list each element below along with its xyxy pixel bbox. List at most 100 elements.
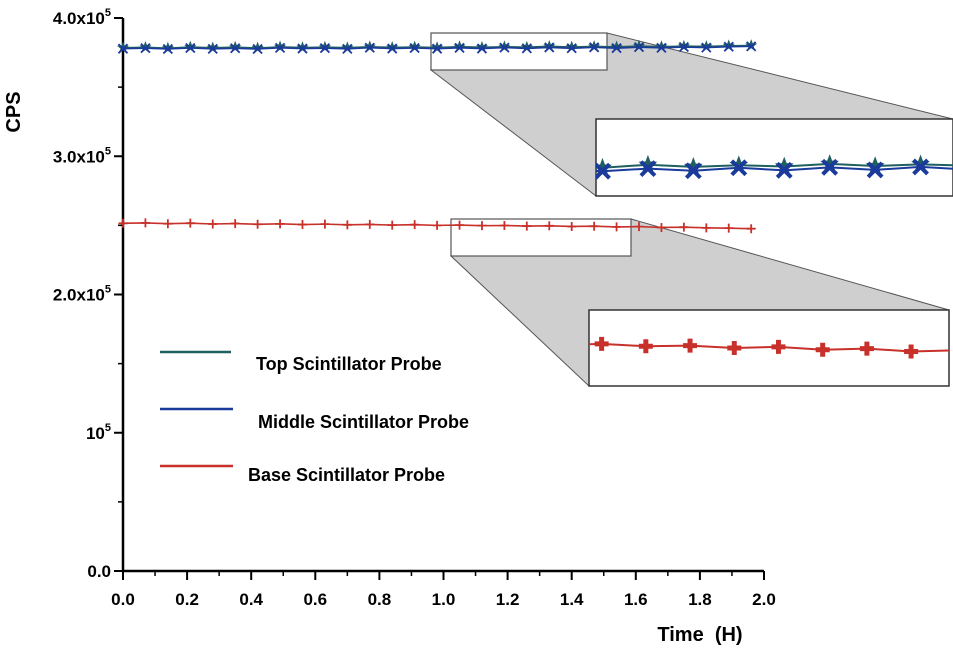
zoom-inset-box (595, 118, 953, 197)
data-point-star (677, 39, 690, 52)
data-point-x (596, 162, 611, 180)
data-point-x (521, 43, 532, 54)
data-point-plus (612, 222, 622, 232)
data-point-star (184, 40, 197, 53)
data-point-x (364, 42, 375, 53)
data-point-star (363, 40, 376, 52)
legend-label: Middle Scintillator Probe (258, 412, 469, 432)
data-point-plus (208, 219, 218, 229)
x-tick-label: 0.0 (111, 590, 135, 609)
series-lines (116, 39, 758, 234)
series-base-scintillator-probe (118, 218, 756, 234)
data-point-plus (432, 220, 442, 230)
x-tick-label: 2.0 (752, 590, 776, 609)
data-point-star (722, 39, 735, 51)
data-point-plus (455, 220, 465, 230)
data-point-x (678, 41, 690, 53)
data-point-star (273, 40, 287, 53)
data-point-plus (727, 341, 742, 355)
data-point-plus (701, 223, 711, 233)
y-axis-title: CPS (3, 91, 25, 132)
y-tick-label: 105 (86, 422, 111, 443)
y-tick-label: 4.0x105 (53, 7, 111, 28)
data-point-x (162, 43, 174, 55)
data-point-x (611, 43, 622, 54)
data-point-plus (320, 219, 330, 229)
data-point-star (206, 41, 219, 54)
data-point-star (318, 40, 331, 53)
data-point-star (139, 40, 152, 53)
data-point-star (229, 40, 242, 53)
legend-label: Top Scintillator Probe (256, 354, 442, 374)
axis-ticks: 0.0 0.2 0.4 0.6 0.8 1.0 1.2 1.4 1.6 1.8 2.0 0.0 105 2… (53, 7, 776, 609)
data-point-star (161, 41, 174, 54)
x-tick-label: 1.4 (560, 590, 584, 609)
data-point-star (386, 41, 399, 53)
data-point-plus (230, 219, 240, 229)
x-tick-label: 0.2 (175, 590, 199, 609)
data-point-x (656, 42, 667, 53)
legend-label: Base Scintillator Probe (248, 465, 445, 485)
data-point-x (730, 159, 748, 177)
zoom-insets (429, 32, 953, 387)
data-point-x (701, 42, 712, 53)
data-point-x (252, 43, 263, 55)
x-tick-label: 1.0 (432, 590, 456, 609)
data-point-x (342, 43, 353, 54)
data-point-plus (594, 336, 609, 351)
legend-item: Base Scintillator Probe (160, 464, 445, 485)
data-point-star (700, 40, 713, 52)
data-point-x (912, 158, 929, 176)
data-point-plus (499, 221, 509, 231)
data-point-x (319, 43, 331, 54)
inset-series (589, 336, 949, 359)
x-tick-label: 0.8 (368, 590, 392, 609)
data-point-x (499, 42, 510, 53)
data-point-x (866, 161, 884, 179)
data-point-x (297, 43, 308, 54)
x-tick-label: 1.8 (688, 590, 712, 609)
data-point-plus (638, 339, 653, 354)
data-point-plus (771, 339, 786, 354)
data-point-x (207, 43, 218, 54)
data-point-plus (656, 222, 666, 232)
legend-item: Middle Scintillator Probe (160, 407, 469, 432)
data-point-x (633, 42, 645, 53)
data-point-x (723, 41, 734, 52)
y-tick-label: 2.0x105 (53, 284, 111, 305)
data-point-x (140, 43, 151, 54)
data-point-plus (185, 218, 195, 228)
data-point-plus (365, 219, 375, 229)
data-point-x (684, 162, 702, 180)
data-point-x (639, 160, 657, 178)
data-point-plus (163, 219, 173, 229)
data-point-x (230, 43, 241, 54)
data-point-star (498, 40, 511, 52)
x-tick-label: 0.4 (239, 590, 263, 609)
data-point-plus (477, 221, 487, 231)
data-point-x (775, 161, 793, 179)
y-tick-label: 3.0x105 (53, 145, 111, 166)
data-point-plus (904, 344, 919, 359)
data-point-plus (634, 222, 644, 232)
data-point-star (588, 40, 601, 52)
x-axis-title: Time (H) (657, 624, 742, 646)
data-point-plus (815, 342, 830, 357)
data-point-x (746, 41, 757, 52)
data-point-plus (387, 220, 397, 230)
data-point-star (251, 41, 264, 54)
zoom-source-box (430, 32, 608, 71)
data-point-plus (297, 220, 307, 230)
inset-zoom-top (429, 32, 953, 197)
data-point-star (408, 40, 421, 53)
data-point-plus (522, 221, 532, 231)
data-point-plus (275, 219, 285, 229)
data-point-plus (859, 341, 874, 356)
data-point-plus (140, 218, 150, 228)
data-point-plus (118, 218, 128, 228)
data-point-plus (410, 220, 420, 230)
series-middle-scintillator-probe (117, 41, 757, 55)
legend-item: Top Scintillator Probe (160, 350, 442, 374)
inset-series (596, 154, 953, 180)
data-point-x (454, 42, 465, 53)
